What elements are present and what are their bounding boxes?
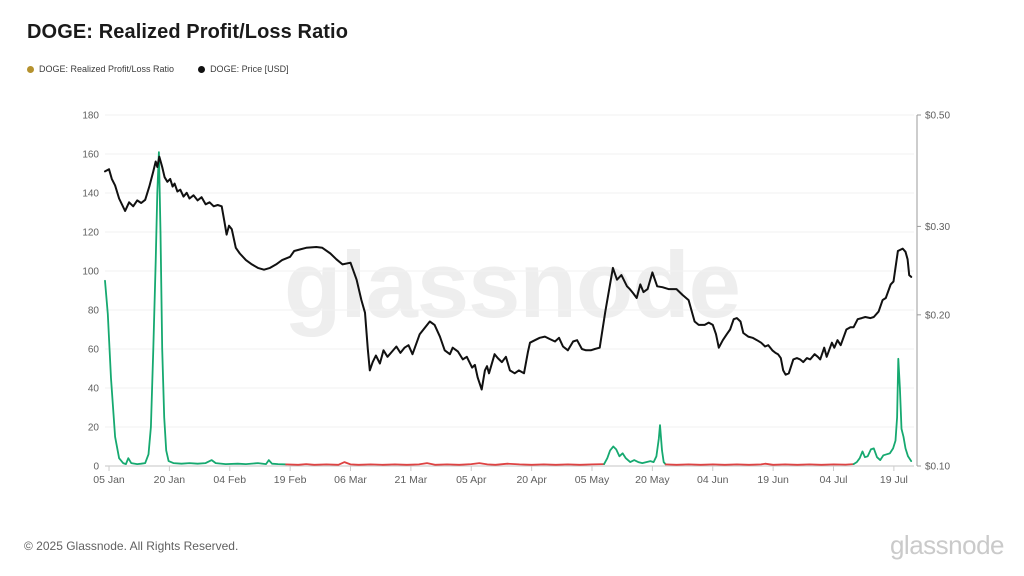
left-axis-tick-label: 0 (93, 462, 99, 473)
x-axis-tick-label: 20 Jan (154, 474, 186, 486)
legend-item-price[interactable]: DOGE: Price [USD] (198, 64, 289, 74)
x-axis-tick-label: 04 Jul (819, 474, 847, 486)
page-title: DOGE: Realized Profit/Loss Ratio (27, 21, 349, 43)
x-axis-tick-label: 05 May (575, 474, 610, 486)
ratio-line-loss-segment (285, 461, 605, 466)
left-axis-tick-label: 160 (82, 150, 99, 161)
x-axis-tick-label: 21 Mar (395, 474, 428, 486)
ratio-line-loss-segment (664, 462, 855, 466)
x-axis-tick-label: 19 Feb (274, 474, 307, 486)
right-axis-tick-label: $0.30 (925, 222, 950, 233)
x-axis-tick-label: 20 May (635, 474, 670, 486)
price-line (104, 155, 913, 391)
right-axis-tick-label: $0.50 (925, 111, 950, 122)
left-axis-tick-label: 60 (88, 345, 100, 356)
left-axis-tick-label: 100 (82, 267, 99, 278)
glassnode-logo: glassnode (889, 530, 1005, 560)
x-axis-tick-label: 04 Feb (213, 474, 246, 486)
x-axis-tick-label: 20 Apr (516, 474, 547, 486)
right-axis-tick-label: $0.20 (925, 310, 950, 321)
x-axis-tick-label: 06 Mar (334, 474, 367, 486)
left-axis-tick-label: 80 (88, 306, 100, 317)
left-axis-tick-label: 40 (88, 384, 100, 395)
legend-label-price: DOGE: Price [USD] (210, 64, 289, 74)
left-axis-tick-label: 180 (82, 111, 99, 122)
legend-label-ratio: DOGE: Realized Profit/Loss Ratio (39, 64, 175, 74)
glassnode-watermark: glassnode (284, 232, 741, 337)
ratio-line-profit-segment (104, 151, 288, 466)
left-axis-tick-label: 20 (88, 423, 100, 434)
ratio-line-profit-segment (603, 424, 667, 466)
left-axis-tick-label: 120 (82, 228, 99, 239)
x-axis-tick-label: 04 Jun (697, 474, 729, 486)
right-axis-tick-label: $0.10 (925, 462, 950, 473)
legend-dot-icon (198, 65, 206, 73)
legend-dot-icon (27, 65, 34, 73)
chart-legend: DOGE: Realized Profit/Loss Ratio DOGE: P… (27, 64, 289, 74)
x-axis-tick-label: 05 Apr (456, 474, 487, 486)
x-axis-tick-label: 19 Jul (880, 474, 908, 486)
footer-copyright: © 2025 Glassnode. All Rights Reserved. (24, 539, 239, 553)
legend-item-ratio[interactable]: DOGE: Realized Profit/Loss Ratio (27, 64, 174, 74)
x-axis-tick-label: 05 Jan (93, 474, 125, 486)
left-axis-tick-label: 140 (82, 189, 99, 200)
ratio-line-profit-segment (852, 357, 913, 466)
x-axis-tick-label: 19 Jun (757, 474, 789, 486)
